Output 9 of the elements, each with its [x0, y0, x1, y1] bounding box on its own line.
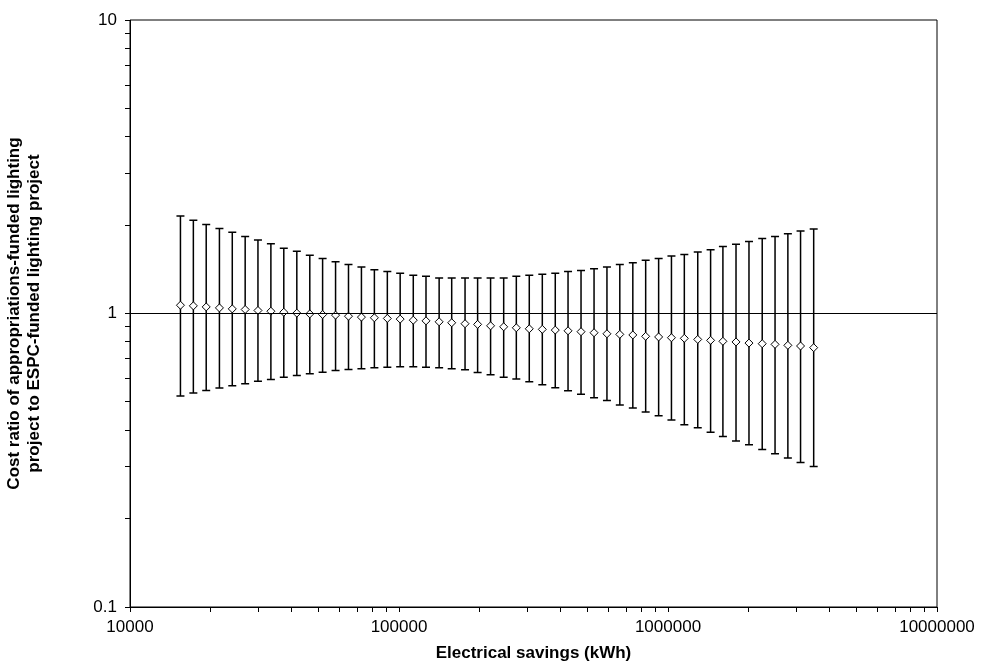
y-tick-label: 0.1 [93, 596, 117, 616]
y-axis-title: Cost ratio of appropriations-funded lighting project to ESPC-funded lighting project [3, 137, 44, 490]
x-tick-label: 10000000 [899, 616, 975, 636]
x-axis-title: Electrical savings (kWh) [434, 643, 633, 663]
y-tick-label: 1 [107, 303, 117, 323]
x-tick-label: 100000 [370, 616, 428, 636]
x-tick-label: 10000 [106, 616, 154, 636]
y-tick-label: 10 [98, 9, 117, 29]
x-tick-label: 1000000 [634, 616, 702, 636]
